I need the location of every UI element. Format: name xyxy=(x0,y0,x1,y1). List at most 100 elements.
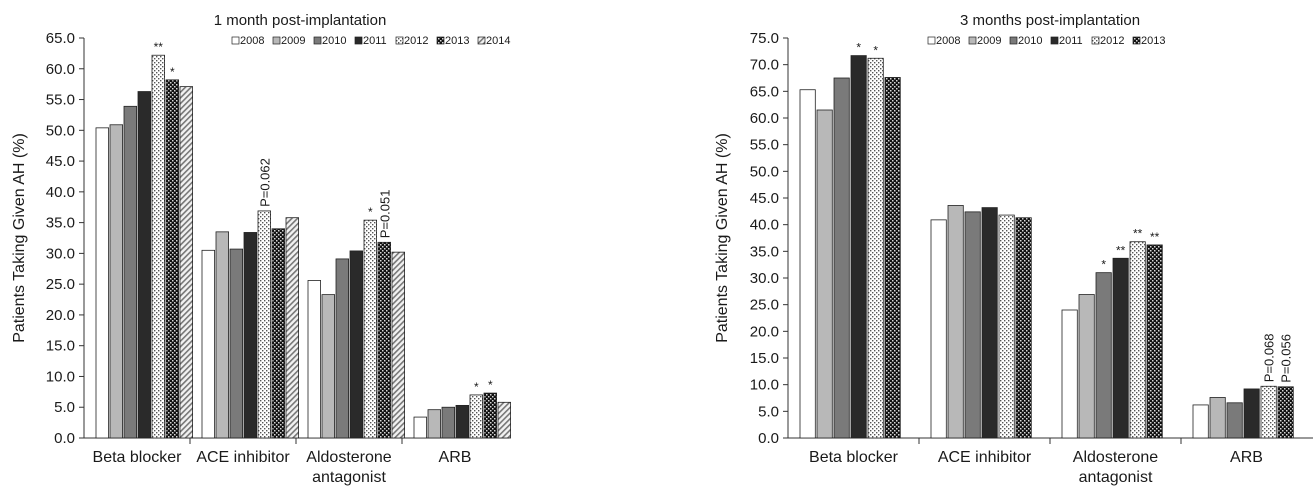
bar-2008-1 xyxy=(201,249,216,439)
significance-annotation: * xyxy=(1101,258,1106,272)
y-tick-label: 70.0 xyxy=(750,57,779,74)
bar-2012-0 xyxy=(867,57,884,439)
bar-2008-1 xyxy=(930,219,947,439)
legend-label-2010: 2010 xyxy=(1018,35,1042,47)
chart-panel-3-months: 3 months post-implantation 0.0 5.0 10.0 15.0… xyxy=(714,12,1313,486)
bar-2010-2 xyxy=(335,258,350,439)
bar-2013-3 xyxy=(483,392,498,439)
bar-2009-1 xyxy=(215,231,230,439)
significance-annotation: P=0.068 xyxy=(1262,333,1277,382)
x-category-label: Aldosterone xyxy=(306,449,391,466)
chart-title: 3 months post-implantation xyxy=(960,12,1140,29)
bar-2008-3 xyxy=(413,416,428,439)
legend-label-2011: 2011 xyxy=(363,35,387,47)
bar-2012-3 xyxy=(469,394,484,439)
y-axis-title: Patients Taking Given AH (%) xyxy=(714,133,731,343)
bar-2012-0 xyxy=(151,54,166,439)
significance-annotation: * xyxy=(873,43,878,57)
legend-label-2009: 2009 xyxy=(281,35,305,47)
bar-2008-3 xyxy=(1192,404,1209,439)
legend-label-2012: 2012 xyxy=(404,35,428,47)
y-tick-label: 15.0 xyxy=(46,338,75,355)
significance-annotation: P=0.056 xyxy=(1279,334,1294,383)
legend-swatch-2012 xyxy=(395,36,404,45)
significance-annotation: * xyxy=(170,65,175,79)
y-tick-label: 5.0 xyxy=(758,403,779,420)
bar-2013-2 xyxy=(377,241,392,439)
bar-2012-1 xyxy=(998,214,1015,439)
y-tick-label: 10.0 xyxy=(750,377,779,394)
y-tick-label: 5.0 xyxy=(54,399,75,416)
legend-label-2011: 2011 xyxy=(1059,35,1083,47)
x-category-label: ARB xyxy=(1230,449,1263,466)
legend-swatch-2009 xyxy=(272,36,281,45)
y-tick-label: 35.0 xyxy=(46,215,75,232)
bar-2011-0 xyxy=(137,91,152,439)
bar-2010-3 xyxy=(441,406,456,439)
legend-label-2012: 2012 xyxy=(1100,35,1124,47)
y-tick-label: 75.0 xyxy=(750,30,779,47)
bar-2014-3 xyxy=(497,401,512,439)
bar-2009-0 xyxy=(109,124,124,439)
bar-2012-1 xyxy=(257,210,272,439)
bar-2011-2 xyxy=(1112,257,1129,439)
y-tick-label: 20.0 xyxy=(46,307,75,324)
legend-swatch-2008 xyxy=(927,36,936,45)
significance-annotation: P=0.062 xyxy=(257,158,272,207)
y-tick-label: 40.0 xyxy=(750,217,779,234)
y-tick-label: 25.0 xyxy=(46,276,75,293)
bar-2013-2 xyxy=(1146,244,1163,439)
bar-2011-3 xyxy=(455,404,470,439)
bar-2013-0 xyxy=(884,77,901,439)
y-tick-label: 0.0 xyxy=(758,430,779,447)
significance-annotation: ** xyxy=(154,40,164,54)
bar-2009-1 xyxy=(947,205,964,439)
y-tick-label: 25.0 xyxy=(750,297,779,314)
x-category-label: antagonist xyxy=(312,469,386,486)
bar-2011-1 xyxy=(243,232,258,439)
bar-2009-0 xyxy=(816,109,833,439)
x-category-label: Beta blocker xyxy=(93,449,183,466)
y-tick-label: 65.0 xyxy=(750,83,779,100)
legend-swatch-2010 xyxy=(1009,36,1018,45)
x-category-label: ACE inhibitor xyxy=(938,449,1032,466)
bar-2013-0 xyxy=(165,79,180,439)
legend-swatch-2009 xyxy=(968,36,977,45)
y-tick-label: 20.0 xyxy=(750,323,779,340)
legend-swatch-2013 xyxy=(1132,36,1141,45)
significance-annotation: * xyxy=(368,205,373,219)
significance-annotation: ** xyxy=(1116,243,1126,257)
bar-2010-1 xyxy=(229,248,244,439)
significance-annotation: P=0.051 xyxy=(377,190,392,239)
x-category-label: ARB xyxy=(439,449,472,466)
bar-2009-2 xyxy=(321,294,336,439)
y-tick-label: 10.0 xyxy=(46,368,75,385)
bar-2008-0 xyxy=(95,127,110,439)
chart-title: 1 month post-implantation xyxy=(214,12,387,29)
legend-label-2013: 2013 xyxy=(445,35,469,47)
legend-swatch-2008 xyxy=(231,36,240,45)
legend-swatch-2014 xyxy=(477,36,486,45)
bar-2010-0 xyxy=(833,77,850,439)
bar-2013-1 xyxy=(1015,217,1032,439)
legend-label-2014: 2014 xyxy=(486,35,510,47)
legend-label-2009: 2009 xyxy=(977,35,1001,47)
y-tick-label: 55.0 xyxy=(750,137,779,154)
legend-label-2008: 2008 xyxy=(936,35,960,47)
x-category-label: Beta blocker xyxy=(809,449,899,466)
y-tick-label: 60.0 xyxy=(46,61,75,78)
chart-panel-1-month: 1 month post-implantation 0.0 5.0 10.0 15.0 2… xyxy=(11,12,512,486)
bar-2014-0 xyxy=(179,86,194,439)
bar-2008-0 xyxy=(799,89,816,439)
bar-2013-1 xyxy=(271,228,286,439)
significance-annotation: * xyxy=(474,380,479,394)
bar-2014-2 xyxy=(391,251,406,439)
legend-swatch-2013 xyxy=(436,36,445,45)
bar-2010-1 xyxy=(964,211,981,439)
y-tick-label: 30.0 xyxy=(750,270,779,287)
y-tick-label: 35.0 xyxy=(750,243,779,260)
bar-2011-3 xyxy=(1243,388,1260,439)
legend-label-2013: 2013 xyxy=(1141,35,1165,47)
y-tick-label: 50.0 xyxy=(750,163,779,180)
